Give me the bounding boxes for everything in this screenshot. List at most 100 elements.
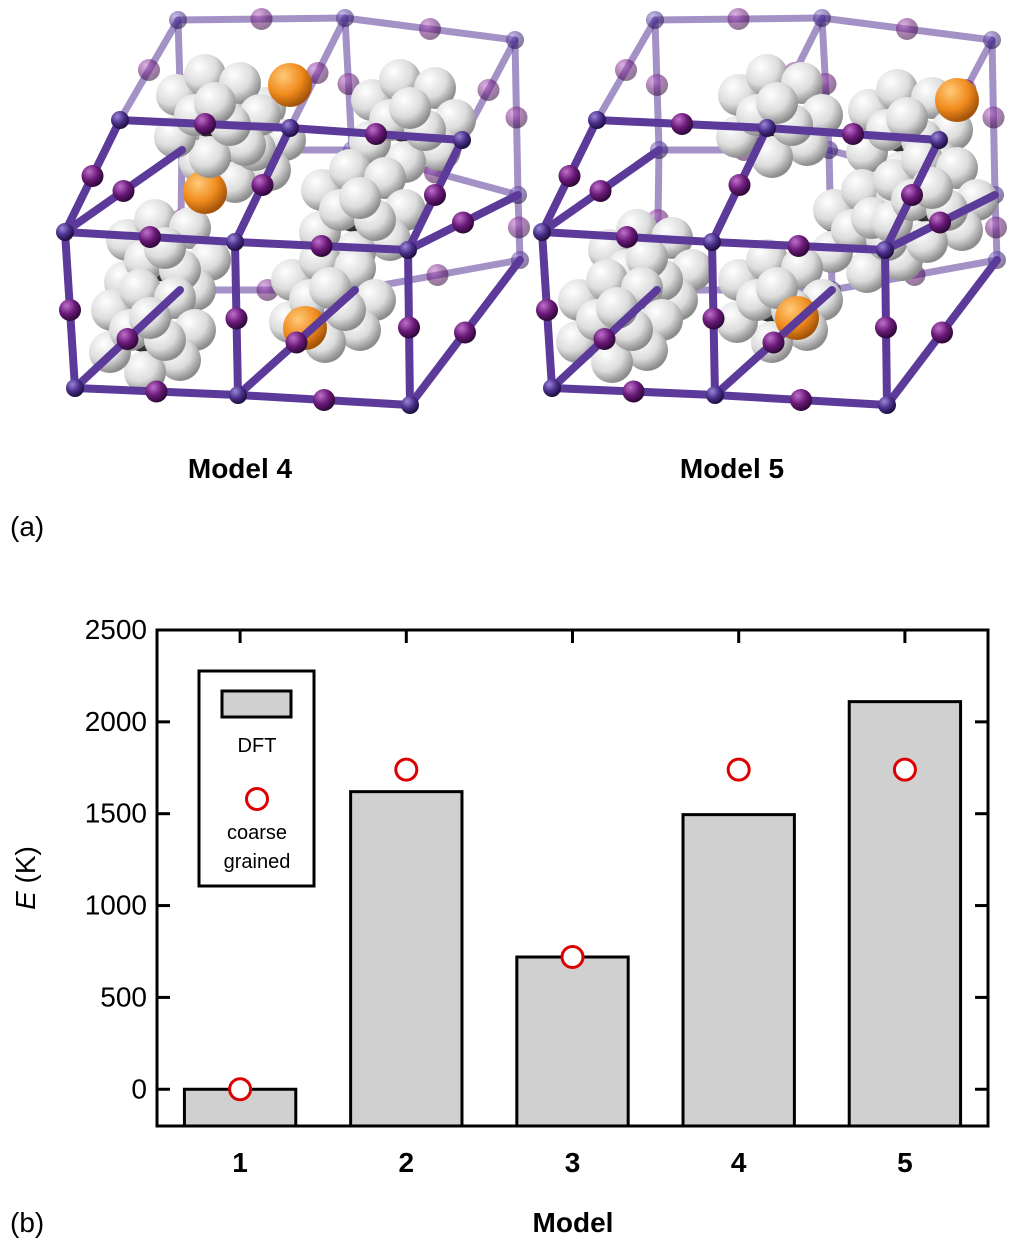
model-4-structure (56, 8, 530, 414)
framework-bridge-atom (139, 226, 161, 248)
framework-bridge-atom (505, 106, 528, 129)
legend-label-grained: grained (224, 851, 291, 873)
framework-bridge-atom (615, 59, 637, 81)
x-tick-label: 2 (399, 1147, 415, 1178)
framework-node-atom (758, 119, 776, 137)
y-axis-label: E (K) (10, 846, 41, 910)
framework-node-atom (401, 396, 419, 414)
framework-bridge-atom (671, 113, 693, 135)
legend-label-coarse: coarse (227, 822, 287, 844)
framework-node-atom (930, 131, 948, 149)
framework-node-atom (506, 31, 524, 49)
framework-node-atom (169, 11, 187, 29)
guest-phosphorus-atom (183, 170, 227, 214)
y-tick-label: 500 (100, 981, 147, 1012)
x-axis-label: Model (533, 1207, 614, 1238)
framework-bridge-atom (454, 321, 476, 344)
framework-bridge-atom (787, 235, 810, 257)
plot-frame (155, 628, 990, 1128)
framework-node-atom (66, 379, 84, 397)
framework-node-atom (703, 233, 721, 251)
framework-bridge-atom (194, 113, 216, 135)
coarse-grained-markers (228, 757, 917, 1102)
framework-bridge-atom (251, 174, 274, 196)
framework-node-atom (813, 9, 831, 27)
framework-bridge-atom (250, 8, 273, 30)
y-tick-label: 0 (131, 1073, 147, 1104)
framework-bridge-atom (145, 380, 168, 403)
coarse-grained-point-model-1 (228, 1077, 253, 1102)
framework-bridge-atom (419, 18, 441, 40)
y-tick-label: 2500 (85, 614, 147, 645)
framework-bridge-atom (589, 180, 612, 202)
framework-bridge-atom (310, 235, 333, 257)
framework-bridge-atom (508, 216, 530, 239)
framework-bridge-atom (790, 389, 812, 411)
coarse-grained-point-model-3 (560, 944, 585, 969)
model-4-caption: Model 4 (188, 453, 293, 484)
coarse-grained-point-model-4 (726, 757, 751, 782)
framework-bridge-atom (112, 180, 135, 202)
framework-bridge-atom (875, 316, 897, 339)
framework-bridge-atom (842, 123, 864, 145)
legend-bar-swatch (220, 689, 293, 719)
coarse-grained-point-model-5 (892, 757, 917, 782)
panel-a: Model 4 Model 5 (a) (10, 8, 1007, 542)
panel-b-chart: 0 500 1000 1500 2000 2500 1 2 3 4 5 DFT coarse gr… (10, 614, 990, 1238)
coarse-grained-point-model-2 (394, 757, 419, 782)
y-axis-label-symbol: E (10, 891, 41, 910)
legend-box (197, 669, 316, 888)
framework-bridge-atom (477, 79, 500, 101)
y-tick-label: 1500 (85, 798, 147, 829)
framework-bridge-atom (622, 380, 645, 403)
framework-bridge-atom (116, 328, 139, 350)
guest-hydrogen-atom (846, 251, 888, 293)
dft-bar-model-4 (681, 813, 796, 1128)
y-tick-label: 1000 (85, 890, 147, 921)
framework-bridge-atom (901, 184, 923, 206)
framework-bridge-atom (702, 307, 725, 330)
framework-bridge-atom (593, 328, 616, 350)
guest-hydrogen-atom (591, 341, 633, 383)
guest-hydrogen-atom (189, 136, 231, 178)
framework-bridge-atom (365, 123, 387, 145)
framework-node-atom (399, 241, 417, 259)
framework-bridge-atom (929, 211, 951, 234)
framework-node-atom (281, 119, 299, 137)
framework-node-atom (646, 11, 664, 29)
model-5-structure (533, 8, 1007, 414)
framework-bridge-atom (536, 299, 558, 321)
framework-bridge-atom (426, 264, 449, 286)
legend-label-dft: DFT (238, 735, 277, 757)
panel-a-label: (a) (10, 511, 44, 542)
framework-node-atom (876, 241, 894, 259)
framework-node-atom (336, 9, 354, 27)
framework-bridge-atom (138, 59, 160, 81)
panel-b-label: (b) (10, 1207, 44, 1238)
dft-bars (182, 700, 963, 1128)
y-tick-label: 2000 (85, 706, 147, 737)
framework-bridge-atom (985, 216, 1007, 239)
framework-bridge-atom (285, 331, 308, 354)
framework-bridge-atom (59, 299, 81, 321)
dft-bar-model-2 (349, 790, 464, 1128)
guest-phosphorus-atom (268, 63, 312, 107)
dft-bar-model-3 (515, 955, 630, 1128)
guest-hydrogen-atom (339, 177, 381, 219)
framework-node-atom (878, 396, 896, 414)
framework-bridge-atom (81, 165, 104, 187)
framework-bridge-atom (982, 106, 1005, 129)
framework-node-atom (453, 131, 471, 149)
framework-node-atom (226, 233, 244, 251)
framework-bridge-atom (558, 165, 581, 187)
framework-bridge-atom (728, 174, 751, 196)
framework-node-atom (111, 111, 129, 129)
guest-hydrogen-atom (756, 82, 798, 124)
framework-bridge-atom (306, 62, 329, 84)
model-5-caption: Model 5 (680, 453, 784, 484)
legend-circle-swatch (245, 787, 269, 811)
framework-bridge-atom (225, 307, 248, 330)
framework-bridge-atom (931, 321, 953, 344)
framework-bridge-atom (452, 211, 474, 234)
